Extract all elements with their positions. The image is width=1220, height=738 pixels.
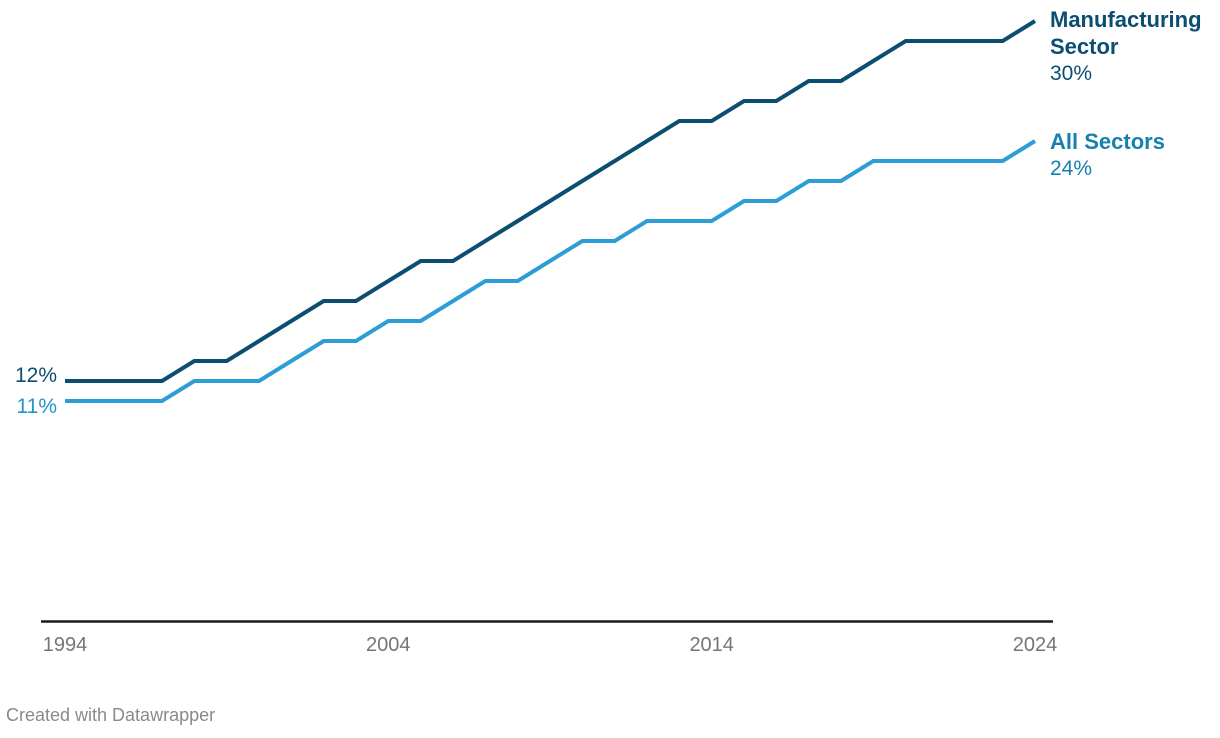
series-end-value-all-sectors: 24% — [1050, 157, 1093, 180]
series-line-all-sectors — [65, 139, 1037, 403]
series-name-manufacturing-sector: Manufacturing Sector — [1050, 7, 1202, 59]
x-tick-1994: 1994 — [42, 634, 88, 656]
series-name-all-sectors: All Sectors — [1050, 129, 1165, 154]
attribution-text: Created with Datawrapper — [6, 705, 216, 725]
series-line-manufacturing-sector — [65, 19, 1037, 383]
series-end-label-all-sectors: All Sectors 24% — [1050, 128, 1220, 182]
x-tick-2024: 2024 — [1012, 634, 1058, 656]
series-start-value-all-sectors: 11% — [16, 395, 57, 418]
series-end-label-manufacturing-sector: Manufacturing Sector 30% — [1050, 6, 1220, 87]
x-tick-2004: 2004 — [366, 634, 411, 656]
x-tick-2014: 2014 — [689, 634, 734, 656]
series-start-value-manufacturing-sector: 12% — [14, 364, 57, 387]
series-end-value-manufacturing-sector: 30% — [1050, 62, 1093, 85]
